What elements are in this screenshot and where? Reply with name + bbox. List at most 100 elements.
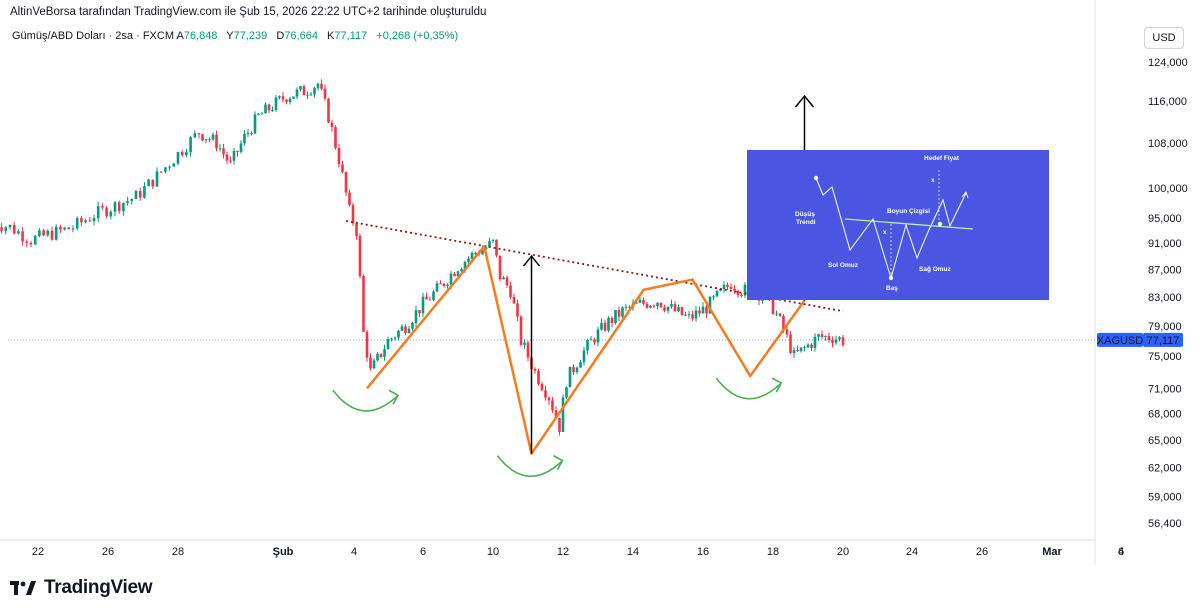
candle-body (172, 163, 176, 167)
candle-body (390, 338, 393, 340)
candle-body (778, 313, 782, 316)
y-tick-label: 87,000 (1148, 264, 1182, 276)
candle-body (4, 227, 8, 231)
candle-body (138, 190, 142, 198)
candle-body (519, 316, 523, 345)
candle-body (460, 269, 463, 272)
candle-body (649, 305, 652, 308)
candle-body (320, 83, 323, 89)
candle-body (71, 228, 75, 230)
candle-body (75, 218, 79, 229)
candle-body (411, 323, 414, 329)
x-tick-label: 24 (906, 546, 918, 558)
candle-body (80, 218, 83, 223)
candle-body (638, 299, 642, 303)
candle-body (383, 349, 386, 357)
candle-body (715, 290, 719, 297)
candle-body (659, 302, 663, 308)
candle-body (663, 307, 666, 311)
candle-body (193, 133, 197, 138)
candle-body (285, 99, 288, 103)
candle-body (397, 330, 400, 338)
y-tick-label: 124,000 (1148, 57, 1188, 69)
candle-body (666, 306, 670, 311)
inset-label-x1: x (883, 229, 887, 236)
reversal-arrow (715, 377, 781, 400)
candle-body (369, 357, 372, 369)
candle-body (271, 110, 274, 112)
currency-button[interactable]: USD (1144, 27, 1184, 49)
candle-body (575, 367, 579, 373)
candle-body (558, 417, 561, 432)
candle-body (316, 83, 320, 88)
close-value: 77,117 (334, 30, 368, 42)
candle-body (25, 241, 29, 243)
candle-body (147, 179, 150, 187)
candle-body (736, 290, 740, 295)
candle-body (250, 132, 253, 134)
symbol-name[interactable]: Gümüş/ABD Doları · 2sa · FXCM (12, 30, 174, 42)
candle-body (126, 200, 129, 203)
x-tick-label: Şub (273, 546, 294, 558)
high-label: Y (226, 30, 234, 42)
reversal-arrow (332, 389, 398, 412)
candle-body (572, 366, 575, 373)
inset-label-neckline: Boyun Çizgisi (887, 208, 930, 215)
candle-body (680, 307, 684, 316)
candle-body (554, 410, 558, 418)
open-value: 76,848 (183, 30, 218, 42)
price-tag-value-bg (1143, 332, 1183, 347)
candle-body (313, 87, 316, 95)
tradingview-logo-icon (10, 581, 36, 595)
candle-body (670, 304, 673, 307)
y-tick-label: 116,000 (1148, 96, 1187, 108)
candle-body (817, 334, 820, 337)
candle-body (225, 154, 229, 161)
candle-body (337, 147, 341, 165)
candle-body (362, 275, 365, 332)
candle-body (334, 127, 337, 148)
y-tick-label: 108,000 (1148, 138, 1188, 150)
candle-body (164, 167, 167, 172)
candle-body (38, 230, 41, 237)
x-tick-label: 10 (487, 546, 499, 558)
candle-body (579, 362, 582, 368)
candle-body (204, 139, 208, 141)
chart-attribution: AltinVeBorsa tarafından TradingView.com … (10, 6, 487, 18)
y-tick-label: 56,400 (1148, 518, 1182, 530)
candle-body (50, 230, 54, 240)
candle-body (635, 302, 638, 304)
candle-body (21, 231, 24, 242)
candle-body (824, 336, 827, 338)
candle-body (323, 88, 327, 99)
candle-body (673, 304, 677, 312)
candle-body (327, 98, 330, 123)
y-tick-label: 91,000 (1148, 238, 1182, 250)
candle-body (509, 285, 512, 298)
candle-body (96, 206, 100, 219)
inset-label-trend-2: Trendi (796, 219, 816, 226)
candle-body (463, 261, 467, 270)
inset-price-path (815, 177, 967, 280)
candle-body (351, 205, 355, 224)
candle-body (551, 400, 554, 411)
candle-body (782, 315, 785, 330)
candle-body (470, 252, 474, 259)
candle-body (502, 277, 505, 280)
candle-body (785, 329, 789, 335)
candle-body (218, 148, 222, 150)
candle-body (236, 150, 239, 152)
candle-body (257, 113, 260, 115)
candle-body (726, 284, 729, 287)
candle-body (344, 172, 348, 193)
inset-background (747, 150, 1049, 300)
candle-body (130, 198, 134, 201)
candle-body (425, 296, 428, 300)
candle-body (694, 310, 698, 319)
x-tick-label: Mar (1042, 546, 1062, 558)
candle-body (215, 134, 218, 149)
x-tick-label: 14 (627, 546, 639, 558)
candle-body (446, 284, 449, 287)
